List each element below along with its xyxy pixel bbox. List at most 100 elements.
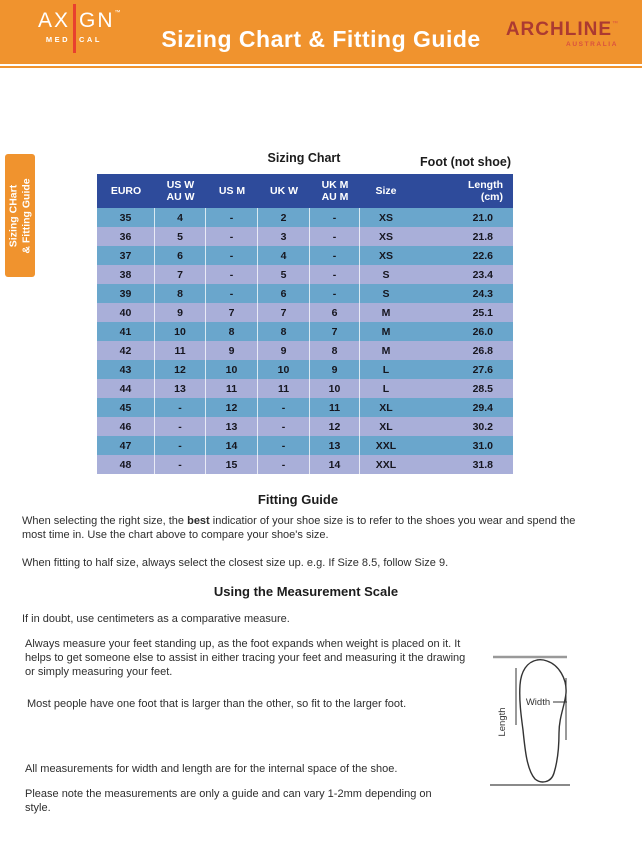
archline-name: ARCHLINE: [505, 19, 612, 40]
table-row: 43 12 10 10 9 L 27.6: [97, 360, 513, 379]
table-cell: -: [206, 246, 258, 265]
table-cell: 36: [97, 227, 155, 246]
table-cell: 10: [310, 379, 360, 398]
foot-diagram-svg: Width Length: [490, 655, 570, 786]
logo-text-med: MED: [45, 35, 71, 44]
table-cell: 8: [155, 284, 206, 303]
table-cell: 12: [206, 398, 258, 417]
table-cell: 31.8: [472, 458, 493, 471]
table-cell: 6: [310, 303, 360, 322]
p1-bold: best: [187, 515, 210, 527]
side-tab-line1: Sizing CHart: [7, 184, 20, 247]
table-cell: XL: [379, 420, 393, 433]
table-cell: 5: [258, 265, 310, 284]
table-cell: 13: [206, 417, 258, 436]
table-cell: 7: [155, 265, 206, 284]
table-cell: 43: [97, 360, 155, 379]
table-cell: 42: [97, 341, 155, 360]
table-cell: -: [206, 208, 258, 227]
header-band: AX MED GN™ CAL Sizing Chart & Fitting Gu…: [0, 0, 642, 64]
table-row: 36 5-3- XS 21.8: [97, 227, 513, 246]
measurement-paragraph-1: If in doubt, use centimeters as a compar…: [22, 613, 290, 625]
table-cell: 9: [258, 341, 310, 360]
column-header: US W AU W: [166, 179, 195, 203]
table-cell: L: [382, 382, 390, 395]
measurement-paragraph-4: All measurements for width and length ar…: [25, 763, 398, 775]
table-cell: 9: [310, 360, 360, 379]
table-cell: 29.4: [472, 401, 493, 414]
fitting-guide-paragraph-1: When selecting the right size, the best …: [22, 514, 598, 542]
logo-left-column: AX MED: [38, 9, 70, 44]
table-cell: 3: [258, 227, 310, 246]
table-row: 47-14-13 XXL 31.0: [97, 436, 513, 455]
table-cell: 5: [155, 227, 206, 246]
table-cell: 8: [258, 322, 310, 341]
table-cell: 4: [258, 246, 310, 265]
table-cell: 14: [206, 436, 258, 455]
table-cell: 21.8: [472, 230, 493, 243]
table-cell: 7: [206, 303, 258, 322]
p1-pre: When selecting the right size, the: [22, 515, 188, 527]
table-cell: 30.2: [472, 420, 493, 433]
table-cell: 10: [155, 322, 206, 341]
table-cell: -: [155, 436, 206, 455]
sizing-table-body: 35 4-2- XS 21.0 36 5-3- XS 21.8 37 6-4- XS 22.6 38 7-…: [97, 208, 513, 474]
table-cell: -: [155, 417, 206, 436]
table-cell: 13: [155, 379, 206, 398]
table-cell: -: [310, 208, 360, 227]
table-cell: 39: [97, 284, 155, 303]
side-tab-label: Sizing CHart & Fitting Guide: [8, 146, 33, 286]
table-cell: 12: [310, 417, 360, 436]
column-header: Size: [375, 185, 397, 197]
table-cell: -: [310, 265, 360, 284]
table-cell: 6: [155, 246, 206, 265]
logo-gn: GN: [79, 9, 115, 32]
column-header: US M: [218, 185, 246, 197]
table-cell: L: [382, 363, 390, 376]
sizing-table-header: EURO US W AU W US M UK W UK M AU M Size Length (c…: [97, 174, 513, 208]
table-cell: 15: [206, 455, 258, 474]
table-cell: -: [155, 398, 206, 417]
table-row: 40 9 7 7 6 M 25.1: [97, 303, 513, 322]
table-cell: XL: [379, 401, 393, 414]
table-cell: 12: [155, 360, 206, 379]
width-label: Width: [526, 697, 550, 708]
table-row: 38 7-5- S 23.4: [97, 265, 513, 284]
table-cell: -: [310, 227, 360, 246]
archline-trademark: ™: [612, 21, 618, 27]
table-cell: 10: [258, 360, 310, 379]
table-cell: 31.0: [472, 439, 493, 452]
table-cell: 28.5: [472, 382, 493, 395]
table-row: 39 8-6- S 24.3: [97, 284, 513, 303]
logo-trademark: ™: [114, 10, 121, 16]
logo-right-column: GN™ CAL: [79, 9, 121, 44]
table-cell: 6: [258, 284, 310, 303]
logo-text-cal: CAL: [79, 35, 102, 44]
table-cell: -: [258, 455, 310, 474]
table-cell: S: [382, 268, 390, 281]
page-title: Sizing Chart & Fitting Guide: [161, 26, 481, 52]
measurement-paragraph-3: Most people have one foot that is larger…: [27, 698, 407, 710]
table-cell: 11: [155, 341, 206, 360]
table-cell: 22.6: [472, 249, 493, 262]
table-cell: 21.0: [472, 211, 493, 224]
side-tab-line2: & Fitting Guide: [20, 177, 32, 254]
table-cell: XS: [378, 211, 393, 224]
table-cell: 11: [310, 398, 360, 417]
table-cell: -: [258, 398, 310, 417]
table-row: 45-12-11 XL 29.4: [97, 398, 513, 417]
axign-medical-logo: AX MED GN™ CAL: [38, 4, 121, 53]
table-cell: 13: [310, 436, 360, 455]
logo-red-line: [73, 4, 77, 53]
fitting-guide-paragraph-2: When fitting to half size, always select…: [22, 557, 449, 569]
measurement-paragraph-2: Always measure your feet standing up, as…: [25, 638, 466, 678]
table-cell: 24.3: [472, 287, 493, 300]
table-row: 46-13-12 XL 30.2: [97, 417, 513, 436]
table-row: 35 4-2- XS 21.0: [97, 208, 513, 227]
column-header: EURO: [110, 185, 142, 197]
table-row: 37 6-4- XS 22.6: [97, 246, 513, 265]
table-cell: 10: [206, 360, 258, 379]
logo-text-ax: AX: [38, 9, 71, 32]
archline-australia: AUSTRALIA: [566, 41, 618, 48]
